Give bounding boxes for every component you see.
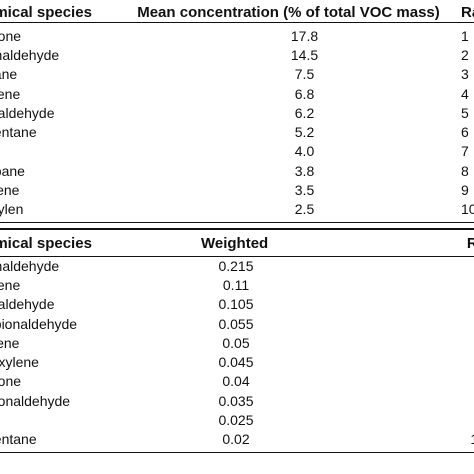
species-cell: pentane bbox=[0, 124, 37, 141]
rank-cell: 7 bbox=[271, 372, 474, 391]
rank-cell: 1 bbox=[461, 27, 469, 44]
species-name: -xylene bbox=[0, 354, 39, 371]
col-header-rank: Ra bbox=[461, 3, 474, 21]
table-row: rmaldehyde 14.5 2 bbox=[0, 45, 474, 64]
value-cell: 4.0 bbox=[294, 143, 315, 160]
rank-cell: 1 bbox=[271, 256, 474, 275]
species-cell: rmaldehyde bbox=[0, 257, 60, 274]
rank-cell: 4 bbox=[461, 85, 469, 102]
voc-concentration-table: emical species Mean concentration (% of … bbox=[0, 0, 474, 219]
rank-cell: 8 bbox=[461, 162, 469, 179]
table1-header-rule bbox=[0, 22, 474, 23]
rank-cell: 10 bbox=[461, 201, 474, 218]
species-cell: opionaldehyde bbox=[0, 315, 78, 332]
species-cell: K bbox=[0, 410, 201, 429]
col-header-species: emical species bbox=[0, 3, 92, 21]
value-cell: 0.11 bbox=[222, 276, 250, 293]
table-row: pentane 5.2 6 bbox=[0, 122, 474, 141]
rank-cell: 9 bbox=[271, 410, 474, 429]
species-cell: otonaldehyde bbox=[0, 392, 71, 409]
value-cell: 14.5 bbox=[290, 46, 319, 63]
value-cell: 0.055 bbox=[218, 315, 254, 332]
table-header-row: emical species Mean concentration (% of … bbox=[0, 0, 474, 23]
table-row: K 4.0 7 bbox=[0, 142, 474, 161]
value-cell: 2.5 bbox=[294, 201, 315, 218]
col-header-rank: Ra bbox=[466, 234, 474, 252]
species-cell: ylene bbox=[0, 182, 20, 199]
table-row: pentane 0.02 10 bbox=[0, 430, 474, 449]
table-row: rmaldehyde 0.215 1 bbox=[0, 256, 474, 275]
species-cell: etaldehyde bbox=[0, 104, 55, 121]
table1-bottom-rule bbox=[0, 222, 474, 223]
rank-cell: 6 bbox=[271, 352, 474, 371]
species-cell: K bbox=[0, 142, 116, 161]
table-row: etone 0.04 7 bbox=[0, 372, 474, 391]
value-cell: 0.105 bbox=[218, 296, 254, 313]
value-cell: 0.045 bbox=[218, 354, 254, 371]
table2-header-rule bbox=[0, 256, 474, 257]
col-header-species: emical species bbox=[0, 234, 92, 252]
rank-cell: 9 bbox=[461, 182, 469, 199]
rank-cell: 5 bbox=[461, 104, 469, 121]
value-cell: 5.2 bbox=[294, 124, 315, 141]
value-cell: 0.215 bbox=[218, 257, 254, 274]
table-row: etaldehyde 0.105 3 bbox=[0, 295, 474, 314]
value-cell: 0.02 bbox=[222, 431, 250, 448]
table-row: p-xylene 0.045 6 bbox=[0, 352, 474, 371]
species-cell: etone bbox=[0, 27, 22, 44]
table-row: ylene 0.05 5 bbox=[0, 333, 474, 352]
col-header-weighted-mir: Weighted MIR bbox=[201, 234, 271, 252]
table-row: hane 7.5 3 bbox=[0, 65, 474, 84]
value-cell: 0.04 bbox=[222, 373, 250, 390]
value-cell: 7.5 bbox=[294, 66, 315, 83]
species-cell: etaldehyde bbox=[0, 296, 55, 313]
table-row: etone 17.8 1 bbox=[0, 23, 474, 45]
value-cell: 0.035 bbox=[218, 392, 254, 409]
table-row: luene 6.8 4 bbox=[0, 84, 474, 103]
value-cell: 6.2 bbox=[294, 104, 315, 121]
species-cell: etylen bbox=[0, 201, 24, 218]
table-row: ylene 3.5 9 bbox=[0, 180, 474, 199]
species-cell: hane bbox=[0, 66, 18, 83]
species-cell: etone bbox=[0, 373, 22, 390]
table2-bottom-rule bbox=[0, 452, 474, 453]
rank-cell: 4 bbox=[271, 314, 474, 333]
value-cell: 6.8 bbox=[294, 85, 315, 102]
rank-cell: 10 bbox=[271, 430, 474, 449]
species-cell: rmaldehyde bbox=[0, 46, 60, 63]
rank-cell: 8 bbox=[271, 391, 474, 410]
rank-cell: 6 bbox=[461, 124, 469, 141]
table-row: luene 0.11 2 bbox=[0, 275, 474, 294]
species-cell: pentane bbox=[0, 431, 37, 448]
species-cell: luene bbox=[0, 276, 21, 293]
rank-cell: 3 bbox=[461, 66, 469, 83]
weighted-mir-table: emical species Weighted MIR Ra rmaldehyd… bbox=[0, 230, 474, 449]
rank-cell: 2 bbox=[271, 275, 474, 294]
species-cell: ylene bbox=[0, 334, 20, 351]
value-cell: 3.5 bbox=[294, 182, 315, 199]
table-header-row: emical species Weighted MIR Ra bbox=[0, 230, 474, 256]
value-cell: 0.05 bbox=[222, 334, 250, 351]
table-row: opionaldehyde 0.055 4 bbox=[0, 314, 474, 333]
value-cell: 0.025 bbox=[218, 412, 254, 429]
species-cell: luene bbox=[0, 85, 21, 102]
table-row: etylen 2.5 10 bbox=[0, 200, 474, 219]
value-cell: 3.8 bbox=[294, 162, 315, 179]
rank-cell: 5 bbox=[271, 333, 474, 352]
table2-top-rule bbox=[0, 228, 474, 230]
col-header-mean-concentration: Mean concentration (% of total VOC mass) bbox=[137, 3, 440, 21]
rank-cell: 3 bbox=[271, 295, 474, 314]
rank-cell: 2 bbox=[461, 46, 469, 63]
table-row: otonaldehyde 0.035 8 bbox=[0, 391, 474, 410]
table-row: opane 3.8 8 bbox=[0, 161, 474, 180]
species-cell: p-xylene bbox=[0, 352, 201, 371]
table-row: etaldehyde 6.2 5 bbox=[0, 103, 474, 122]
rank-cell: 7 bbox=[461, 143, 469, 160]
value-cell: 17.8 bbox=[290, 27, 319, 44]
table-row: K 0.025 9 bbox=[0, 410, 474, 429]
species-cell: opane bbox=[0, 162, 25, 179]
